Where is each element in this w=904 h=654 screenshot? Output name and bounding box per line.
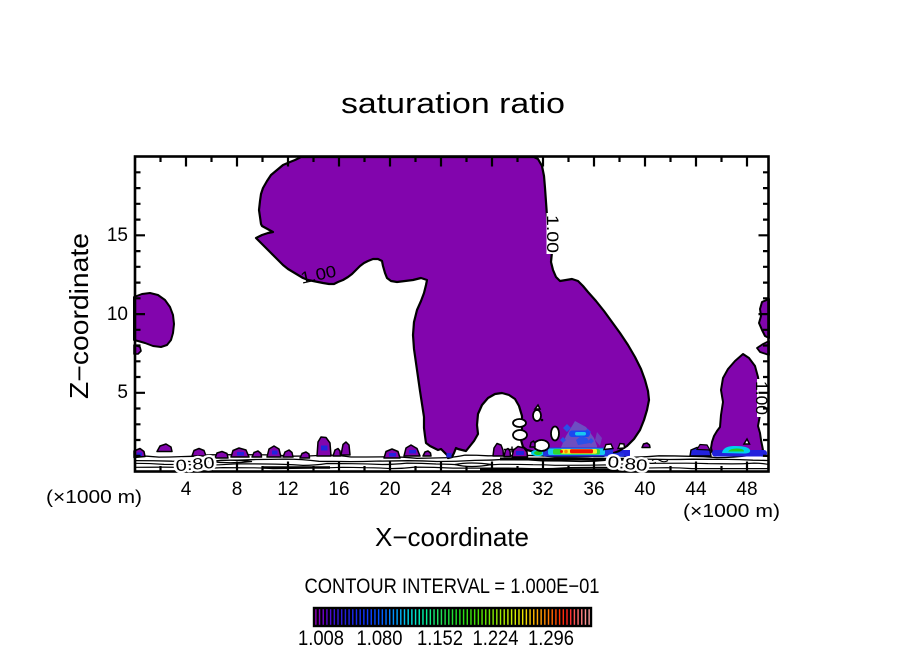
svg-text:48: 48 — [736, 479, 757, 500]
svg-text:12: 12 — [277, 479, 298, 500]
svg-text:20: 20 — [379, 479, 400, 500]
svg-text:44: 44 — [685, 479, 707, 500]
svg-text:1.152: 1.152 — [417, 626, 463, 650]
svg-text:40: 40 — [634, 479, 655, 500]
svg-text:(×1000 m): (×1000 m) — [683, 501, 780, 521]
svg-text:15: 15 — [107, 225, 128, 246]
svg-text:36: 36 — [583, 479, 604, 500]
svg-text:X−coordinate: X−coordinate — [375, 522, 529, 552]
svg-text:CONTOUR INTERVAL = 1.000E−01: CONTOUR INTERVAL = 1.000E−01 — [305, 575, 600, 598]
svg-text:10: 10 — [107, 304, 128, 325]
svg-text:8: 8 — [232, 479, 243, 500]
svg-text:4: 4 — [181, 479, 192, 500]
svg-text:Z−coordinate: Z−coordinate — [64, 233, 94, 399]
svg-text:0.80: 0.80 — [175, 455, 215, 475]
svg-text:saturation ratio: saturation ratio — [341, 88, 565, 120]
svg-text:24: 24 — [430, 479, 452, 500]
svg-text:1.00: 1.00 — [752, 381, 770, 415]
svg-text:1.224: 1.224 — [473, 626, 519, 650]
svg-text:0.80: 0.80 — [607, 454, 649, 475]
svg-text:0.80: 0.80 — [175, 455, 215, 475]
svg-text:1.00: 1.00 — [543, 215, 561, 253]
svg-text:16: 16 — [328, 479, 349, 500]
svg-text:32: 32 — [532, 479, 553, 500]
svg-text:1.080: 1.080 — [357, 626, 403, 650]
svg-text:(×1000 m): (×1000 m) — [46, 487, 142, 507]
svg-text:1.008: 1.008 — [298, 626, 344, 650]
svg-text:1.296: 1.296 — [528, 626, 574, 650]
svg-text:28: 28 — [481, 479, 502, 500]
svg-text:5: 5 — [117, 382, 128, 403]
